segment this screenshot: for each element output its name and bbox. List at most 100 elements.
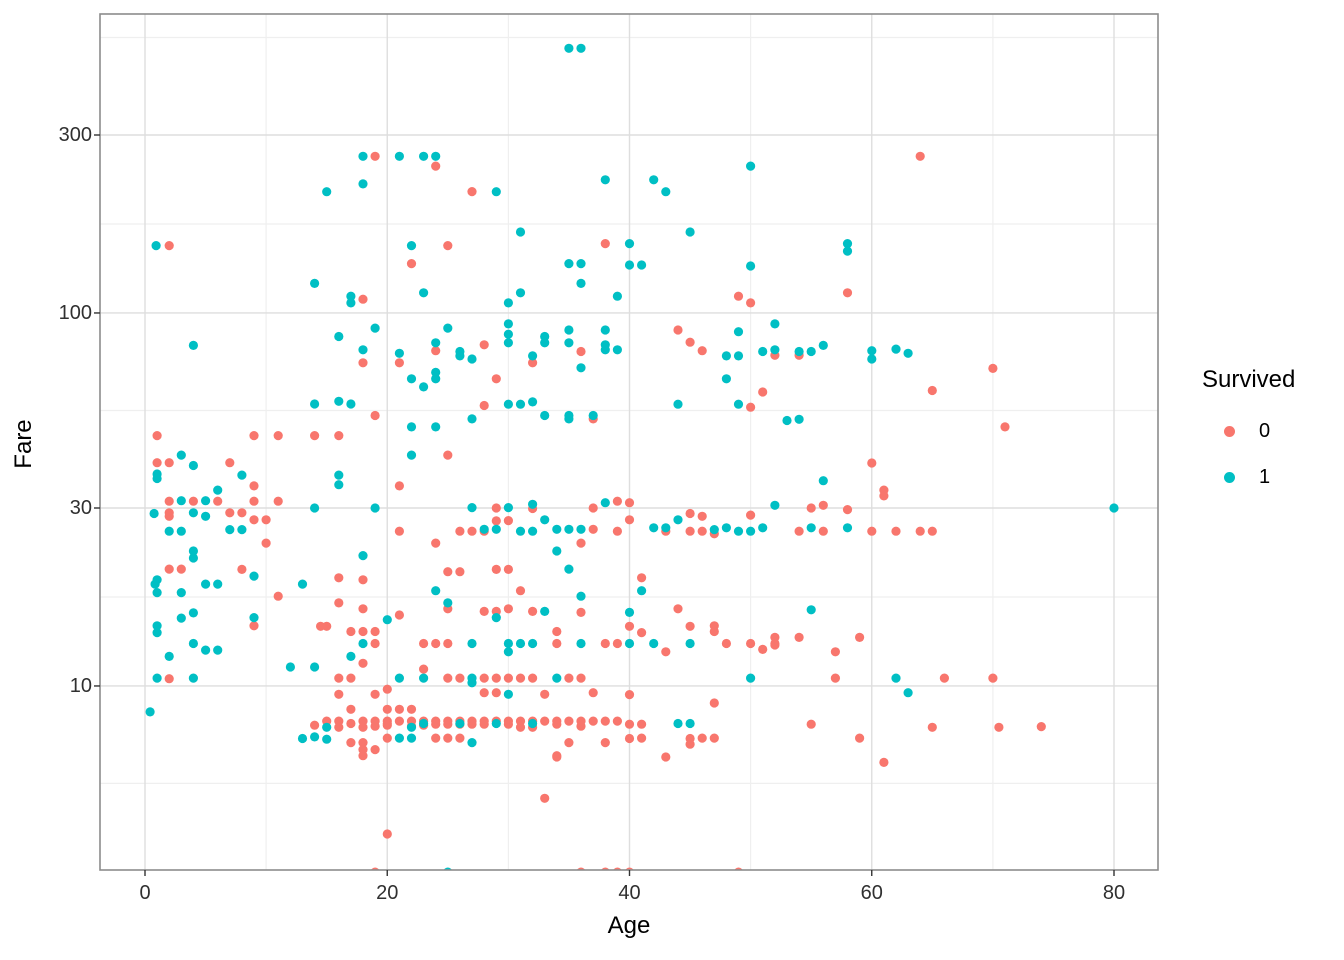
data-point-survived-0	[624, 733, 635, 744]
data-point-survived-0	[479, 340, 489, 350]
data-point-survived-1	[443, 867, 452, 870]
data-point-survived-1	[431, 338, 441, 348]
data-point-survived-0	[370, 626, 380, 637]
data-point-survived-0	[358, 358, 368, 368]
data-point-survived-0	[334, 689, 344, 699]
data-point-survived-1	[576, 259, 586, 269]
data-point-survived-0	[406, 259, 417, 269]
data-point-survived-0	[443, 733, 453, 743]
data-point-survived-1	[564, 410, 574, 421]
data-point-survived-0	[394, 704, 404, 714]
data-point-survived-0	[479, 400, 489, 411]
data-point-survived-0	[552, 626, 562, 637]
data-point-survived-1	[455, 351, 465, 361]
data-point-survived-1	[443, 598, 453, 608]
data-point-survived-1	[624, 638, 635, 649]
data-point-survived-0	[1000, 422, 1010, 432]
data-point-survived-0	[685, 526, 695, 536]
x-tick-label-60: 60	[860, 882, 883, 904]
data-point-survived-1	[431, 374, 441, 384]
data-point-survived-0	[443, 638, 453, 649]
data-point-survived-1	[310, 399, 320, 409]
data-point-survived-0	[431, 161, 441, 171]
data-point-survived-0	[758, 644, 768, 655]
data-point-survived-0	[358, 294, 368, 304]
data-point-survived-0	[419, 638, 429, 649]
data-point-survived-1	[406, 241, 417, 251]
data-point-survived-0	[830, 647, 841, 657]
data-point-survived-0	[624, 515, 635, 525]
data-point-survived-0	[443, 567, 453, 577]
data-point-survived-1	[406, 374, 417, 384]
data-point-survived-0	[491, 503, 501, 513]
data-point-survived-1	[806, 605, 816, 615]
data-point-survived-0	[564, 738, 574, 748]
data-point-survived-0	[394, 481, 404, 491]
data-point-survived-0	[685, 508, 695, 519]
data-point-survived-0	[455, 733, 465, 743]
data-point-survived-0	[455, 526, 465, 536]
data-point-survived-1	[612, 291, 623, 301]
data-point-survived-1	[794, 346, 804, 357]
data-point-survived-1	[770, 345, 780, 355]
data-point-survived-1	[237, 470, 247, 480]
data-point-survived-1	[637, 260, 647, 270]
x-tick-label-40: 40	[618, 882, 641, 904]
data-point-survived-1	[649, 523, 659, 533]
data-point-survived-0	[213, 496, 223, 506]
data-point-survived-1	[721, 351, 732, 361]
data-point-survived-1	[528, 351, 538, 361]
data-point-survived-0	[273, 431, 283, 441]
data-point-survived-0	[624, 498, 635, 508]
data-point-survived-1	[467, 354, 477, 364]
data-point-survived-0	[697, 511, 707, 521]
data-point-survived-0	[734, 867, 743, 870]
data-point-survived-1	[576, 43, 586, 53]
data-point-survived-0	[733, 291, 744, 301]
data-point-survived-1	[394, 673, 404, 683]
data-point-survived-0	[515, 586, 526, 596]
data-point-survived-0	[697, 733, 707, 743]
data-point-survived-1	[467, 678, 477, 688]
data-point-survived-0	[746, 638, 756, 649]
data-point-survived-0	[673, 325, 683, 335]
data-point-survived-1	[188, 638, 198, 649]
data-point-survived-1	[661, 523, 671, 533]
data-point-survived-0	[552, 752, 562, 762]
data-point-survived-1	[431, 422, 441, 432]
data-point-survived-0	[346, 704, 356, 714]
data-point-survived-0	[988, 673, 998, 683]
data-point-survived-0	[746, 298, 756, 308]
data-point-survived-1	[151, 241, 161, 251]
data-point-survived-1	[867, 346, 877, 356]
data-point-survived-1	[176, 588, 186, 598]
data-point-survived-0	[176, 564, 186, 574]
data-point-survived-1	[503, 647, 513, 657]
data-point-survived-1	[152, 628, 162, 638]
data-point-survived-1	[891, 344, 901, 354]
data-point-survived-1	[624, 260, 635, 270]
data-point-survived-0	[382, 733, 392, 743]
data-point-survived-1	[249, 613, 259, 623]
data-point-survived-1	[540, 410, 550, 421]
data-point-survived-0	[600, 638, 610, 649]
data-point-survived-1	[600, 345, 610, 355]
data-point-survived-0	[346, 626, 356, 637]
data-point-survived-0	[225, 458, 235, 468]
data-point-survived-0	[491, 673, 501, 683]
data-point-survived-1	[370, 503, 380, 513]
data-point-survived-1	[503, 689, 513, 699]
data-point-survived-0	[249, 515, 259, 525]
data-point-survived-0	[588, 503, 598, 513]
data-point-survived-1	[661, 187, 671, 197]
data-point-survived-0	[443, 241, 453, 251]
data-point-survived-0	[237, 564, 247, 575]
data-point-survived-0	[528, 606, 538, 617]
data-point-survived-0	[443, 719, 453, 729]
data-point-survived-1	[891, 673, 901, 683]
data-point-survived-1	[552, 524, 562, 534]
data-point-survived-1	[176, 450, 186, 460]
data-point-survived-0	[661, 647, 671, 657]
data-point-survived-1	[164, 651, 174, 662]
data-point-survived-0	[552, 719, 562, 729]
